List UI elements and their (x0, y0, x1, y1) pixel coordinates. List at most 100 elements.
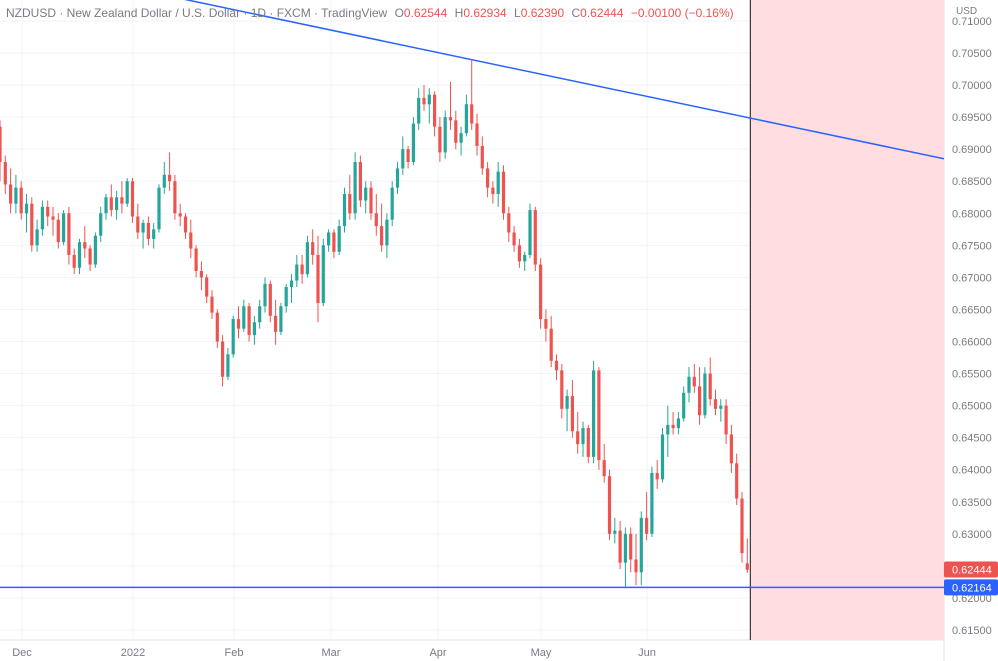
candle-body (284, 287, 288, 307)
candle-body (629, 533, 633, 560)
candle-body (40, 206, 44, 230)
candle-body (385, 219, 389, 246)
time-tick-label: Dec (12, 647, 32, 659)
candle-body (735, 463, 739, 499)
candle-body (332, 232, 336, 252)
price-tick-label: 0.70500 (952, 48, 992, 60)
candle-body (512, 232, 516, 246)
candle-body (533, 210, 537, 265)
candle-body (183, 216, 188, 233)
candle-body (152, 229, 156, 239)
candle-body (618, 530, 622, 563)
price-tick-label: 0.67500 (952, 240, 992, 252)
candle-body (676, 418, 680, 429)
candle-body (597, 370, 601, 461)
candle-body (433, 94, 437, 127)
candle-body (14, 187, 18, 204)
low-value: 0.62390 (520, 6, 565, 20)
candle-body (645, 517, 649, 534)
candle-body (77, 242, 82, 268)
price-tick-label: 0.68500 (952, 176, 992, 188)
change-value: −0.00100 (−0.16%) (630, 6, 734, 20)
candle-body (470, 104, 474, 124)
price-tick-label: 0.65000 (952, 401, 992, 413)
candle-body (67, 213, 71, 255)
candle-body (459, 133, 463, 143)
candle-body (268, 283, 272, 316)
candle-body (93, 235, 97, 265)
candle-body (3, 161, 7, 185)
candle-body (247, 306, 251, 336)
candle-body (729, 434, 733, 464)
candle-body (46, 206, 50, 217)
candle-body (501, 171, 506, 214)
candle-body (692, 376, 696, 387)
candle-body (724, 405, 728, 435)
candle-body (88, 248, 92, 265)
candle-body (99, 213, 103, 236)
candle-body (56, 219, 60, 243)
price-tick-label: 0.64000 (952, 465, 992, 477)
time-tick-label: 2022 (121, 647, 145, 659)
candle-body (62, 213, 66, 243)
price-tick-label: 0.68000 (952, 208, 992, 220)
candle-body (448, 117, 453, 121)
candle-body (104, 197, 108, 214)
candle-body (19, 187, 23, 214)
candle-body (162, 174, 166, 188)
candle-body (141, 222, 145, 233)
candle-body (316, 254, 320, 304)
candle-body (719, 405, 723, 409)
chart-header: NZDUSD · New Zealand Dollar / U.S. Dolla… (6, 6, 734, 20)
price-tick-label: 0.65500 (952, 369, 992, 381)
candle-body (576, 431, 580, 445)
last-price-tag-bg (944, 561, 998, 578)
candle-body (623, 533, 627, 563)
price-tick-label: 0.69000 (952, 144, 992, 156)
candle-body (342, 194, 347, 227)
candle-body (0, 126, 2, 162)
candle-body (348, 194, 352, 214)
candle-body (586, 428, 590, 457)
time-tick-label: Jun (638, 647, 656, 659)
candle-body (189, 232, 193, 249)
candle-body (708, 373, 712, 400)
candle-body (417, 97, 421, 124)
candle-body (353, 161, 357, 214)
close-value: 0.62444 (580, 6, 624, 20)
candle-body (411, 123, 415, 162)
time-tick-label: Apr (429, 647, 446, 659)
candle-body (682, 392, 686, 419)
candle-body (671, 424, 675, 429)
time-tick-label: Feb (225, 647, 244, 659)
candle-body (517, 245, 521, 262)
candle-body (130, 181, 135, 217)
time-axis[interactable]: Dec 2022 Feb Mar Apr May Jun (12, 647, 656, 659)
candle-body (194, 248, 198, 271)
candle-body (570, 395, 574, 432)
candle-body (226, 354, 230, 377)
candle-body (523, 254, 527, 262)
candle-body (454, 120, 458, 143)
candle-body (109, 197, 113, 211)
candle-body (438, 126, 442, 153)
candle-body (650, 472, 654, 534)
candle-body (279, 306, 283, 332)
candle-body (311, 242, 315, 255)
candle-body (496, 171, 500, 195)
high-value: 0.62934 (463, 6, 507, 20)
candle-body (274, 315, 278, 332)
price-axis[interactable]: 0.71000 0.70500 0.70000 0.69500 0.69000 0.685… (952, 16, 992, 637)
candle-body (602, 460, 606, 477)
candle-body (698, 386, 702, 416)
candle-body (327, 232, 331, 246)
candle-body (655, 472, 659, 480)
candle-body (146, 222, 150, 239)
trendline[interactable] (150, 0, 945, 160)
candle-body (358, 161, 362, 201)
candle-body (157, 187, 161, 230)
last-price-tag-label: 0.62444 (952, 564, 992, 576)
currency-unit-label: USD (956, 6, 978, 17)
candle-body (258, 306, 262, 323)
